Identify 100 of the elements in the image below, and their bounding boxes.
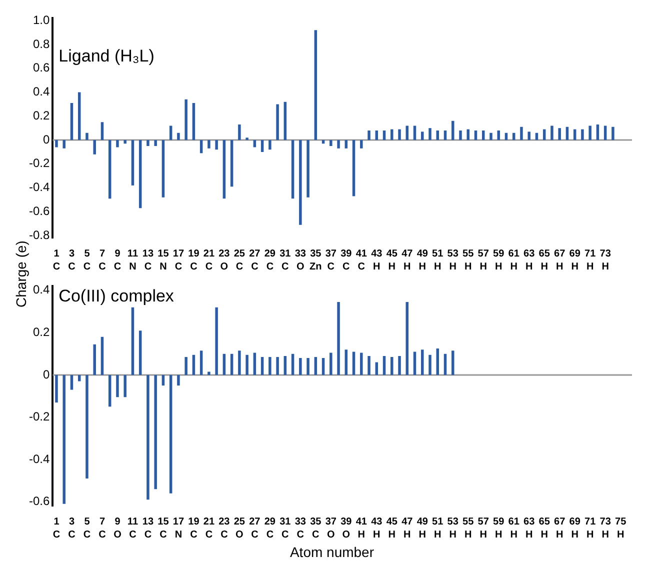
x-tick-label: 25 C: [234, 248, 246, 272]
bar: [344, 350, 348, 375]
x-tick-label: 65 H: [538, 248, 550, 272]
x-tick-label: 71 H: [584, 516, 596, 540]
bar: [550, 126, 554, 140]
x-tick-label: 39 C: [340, 248, 352, 272]
bar: [222, 140, 226, 199]
bar: [284, 356, 287, 375]
bar: [86, 374, 88, 479]
bar: [246, 138, 248, 140]
x-tick-label: 59 H: [493, 248, 505, 272]
x-tick-label: 9 O: [114, 516, 122, 540]
bar: [260, 140, 264, 152]
bar: [230, 354, 234, 375]
bar: [177, 374, 180, 386]
bar: [436, 348, 439, 375]
text: Ligand (H₃L): [58, 46, 154, 66]
x-tick-label: 23 C: [218, 516, 230, 540]
y-tick-label: 0: [42, 367, 50, 382]
bar: [108, 374, 112, 407]
bar: [222, 354, 226, 375]
bar: [482, 130, 485, 140]
y-tick-label: 0.8: [32, 36, 50, 51]
bar: [138, 140, 142, 208]
x-tick-label: 73 H: [600, 516, 612, 540]
bar: [70, 374, 74, 390]
y-tick-label: -0.2: [28, 156, 50, 170]
bar: [169, 126, 172, 140]
x-tick-label: 47 H: [402, 248, 414, 272]
bar: [466, 129, 470, 140]
x-tick-label: 41 C: [356, 248, 368, 272]
x-tick-label: 1 C: [52, 248, 60, 272]
bar: [62, 140, 66, 148]
bar: [276, 357, 279, 375]
x-tick-label: 73 H: [600, 248, 612, 272]
bar: [86, 132, 88, 140]
x-tick-label: 25 O: [234, 516, 246, 540]
x-tick-label: 33 O: [294, 248, 306, 272]
bar: [93, 140, 96, 154]
bar: [413, 352, 416, 375]
bar: [146, 374, 150, 500]
x-tick-label: 75 H: [615, 516, 627, 540]
x-tick-label: 5 C: [83, 248, 91, 272]
bar: [184, 357, 188, 375]
x-tick-label: 9 C: [114, 248, 122, 272]
bar: [215, 307, 218, 375]
x-tick-label: 61 H: [508, 248, 520, 272]
bar: [116, 374, 119, 398]
bar: [192, 103, 196, 140]
bar: [246, 354, 248, 375]
x-tick-label: 1 C: [52, 516, 60, 540]
bar: [360, 352, 363, 375]
bar: [138, 330, 142, 375]
bar: [497, 130, 500, 140]
y-tick-label: -0.2: [28, 410, 50, 424]
x-tick-label: 27 C: [249, 248, 261, 272]
x-tick-label: 71 H: [584, 248, 596, 272]
x-tick-label: 43 H: [371, 248, 383, 272]
x-tick-label: 63 H: [524, 516, 536, 540]
bar: [108, 140, 112, 199]
bar: [169, 374, 172, 494]
bar: [184, 99, 188, 140]
bar: [421, 350, 424, 375]
bar: [306, 358, 310, 375]
bar: [474, 130, 478, 140]
bar: [55, 374, 58, 402]
y-tick-label: -0.6: [28, 494, 50, 508]
bar: [390, 129, 394, 140]
x-tick-label: 69 H: [569, 516, 581, 540]
bar: [276, 104, 279, 140]
x-tick-label: 61 H: [508, 516, 520, 540]
x-tick-label: 11 N: [127, 248, 138, 272]
bar: [154, 140, 157, 146]
bar: [200, 350, 203, 375]
x-tick-label: 65 H: [538, 516, 550, 540]
bar: [612, 126, 614, 140]
x-tick-label: 21 C: [203, 516, 215, 540]
bar: [352, 352, 356, 375]
y-tick-label: -0.8: [28, 228, 50, 242]
bar: [291, 140, 294, 199]
x-tick-label: 13 C: [142, 516, 154, 540]
bar: [398, 129, 401, 140]
bar: [299, 140, 302, 225]
bar: [375, 362, 378, 375]
x-tick-label: 15 N: [158, 248, 170, 272]
bar: [93, 344, 96, 375]
x-tick-label: 53 H: [447, 248, 459, 272]
bar: [253, 352, 256, 375]
y-tick-label: 0.2: [32, 108, 50, 122]
bar: [238, 350, 241, 375]
x-tick-label: 45 H: [386, 248, 398, 272]
bar: [588, 126, 592, 140]
bar: [344, 140, 348, 148]
bar: [337, 302, 340, 375]
y-tick-label: 0: [42, 132, 50, 146]
bar: [200, 140, 203, 154]
bar: [368, 130, 370, 140]
y-tick-label: 1.0: [32, 12, 50, 27]
bar: [360, 140, 363, 148]
x-axis-title: Atom number: [288, 544, 376, 560]
